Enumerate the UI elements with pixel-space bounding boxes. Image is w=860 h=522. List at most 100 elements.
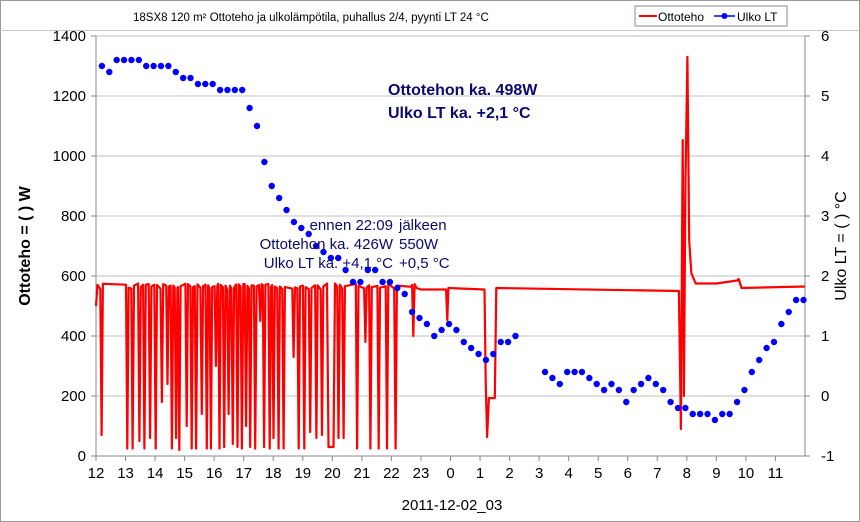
temp-point [712, 417, 718, 423]
temp-point [601, 387, 607, 393]
temp-point [756, 357, 762, 363]
chart: 18SX8 120 m² Ottoteho ja ulkolämpötila, … [0, 0, 860, 522]
temp-point [475, 351, 481, 357]
temp-point [749, 369, 755, 375]
y-right-tick-label: 4 [821, 148, 829, 165]
temp-point [387, 279, 393, 285]
temp-point [143, 63, 149, 69]
y-axis-left-title: Ottoteho = ( ) W [17, 185, 34, 305]
temp-point [232, 87, 238, 93]
temp-point [202, 81, 208, 87]
x-tick-label: 22 [383, 465, 400, 482]
temp-point [549, 375, 555, 381]
temp-point [416, 315, 422, 321]
annotation-after-head: jälkeen [398, 217, 447, 234]
y-right-tick-label: 1 [821, 328, 829, 345]
temp-point [697, 411, 703, 417]
temp-point [726, 411, 732, 417]
temp-point [446, 321, 452, 327]
temp-point [557, 381, 563, 387]
y-tick-label: 1000 [53, 148, 86, 165]
temp-point [283, 207, 289, 213]
annotation-before-temp: Ulko LT ka. +4,1 °C [264, 255, 393, 272]
x-tick-label: 5 [594, 465, 602, 482]
y-right-tick-label: 2 [821, 268, 829, 285]
temp-point [778, 321, 784, 327]
y-right-tick-label: -1 [821, 448, 834, 465]
temp-point [667, 399, 673, 405]
x-axis-title: 2011-12-02_03 [402, 497, 503, 514]
temp-point [786, 309, 792, 315]
x-tick-label: 7 [653, 465, 661, 482]
temp-point [505, 339, 511, 345]
temp-point [217, 87, 223, 93]
temp-point [512, 333, 518, 339]
temp-point [719, 411, 725, 417]
temp-point [195, 81, 201, 87]
y-tick-label: 0 [78, 448, 86, 465]
legend-power-label: Ottoteho [658, 10, 704, 24]
x-tick-label: 3 [535, 465, 543, 482]
y-right-tick-label: 0 [821, 388, 829, 405]
annotation-avg-temp: Ulko LT ka. +2,1 °C [388, 105, 531, 122]
temp-point [571, 369, 577, 375]
temp-point [165, 63, 171, 69]
temp-point [357, 279, 363, 285]
legend-temp-label: Ulko LT [737, 10, 778, 24]
temp-point [402, 291, 408, 297]
temp-point [763, 345, 769, 351]
y-right-tick-label: 6 [821, 28, 829, 45]
x-tick-label: 2 [505, 465, 513, 482]
annotation-after-temp: +0,5 °C [399, 255, 450, 272]
x-tick-label: 18 [265, 465, 282, 482]
temp-point [660, 387, 666, 393]
temp-point [409, 309, 415, 315]
temp-point [128, 57, 134, 63]
temp-point [734, 399, 740, 405]
temp-point [653, 381, 659, 387]
temp-point [704, 411, 710, 417]
x-tick-label: 20 [324, 465, 341, 482]
x-tick-label: 4 [564, 465, 572, 482]
y-right-tick-label: 5 [821, 88, 829, 105]
x-tick-label: 12 [88, 465, 105, 482]
temp-point [675, 405, 681, 411]
temp-point [254, 123, 260, 129]
temp-point [350, 279, 356, 285]
temp-point [150, 63, 156, 69]
temp-point [490, 351, 496, 357]
chart-title: 18SX8 120 m² Ottoteho ja ulkolämpötila, … [133, 12, 489, 24]
temp-point [431, 333, 437, 339]
temp-point [468, 345, 474, 351]
temp-point [793, 297, 799, 303]
temp-point [630, 387, 636, 393]
x-tick-label: 17 [235, 465, 252, 482]
temp-point [173, 69, 179, 75]
x-tick-label: 8 [683, 465, 691, 482]
temp-point [394, 285, 400, 291]
x-tick-label: 19 [294, 465, 311, 482]
temp-point [106, 69, 112, 75]
x-tick-label: 23 [413, 465, 430, 482]
x-tick-label: 6 [624, 465, 632, 482]
temp-point [461, 339, 467, 345]
temp-point [608, 381, 614, 387]
annotation-after-power: 550W [399, 236, 439, 253]
temp-point [121, 57, 127, 63]
temp-point [741, 387, 747, 393]
temp-point [771, 339, 777, 345]
temp-point [379, 279, 385, 285]
temp-point [800, 297, 806, 303]
temp-point [276, 195, 282, 201]
temp-point [424, 321, 430, 327]
y-tick-label: 1200 [53, 88, 86, 105]
temp-point [682, 405, 688, 411]
temp-point [690, 411, 696, 417]
x-tick-label: 16 [206, 465, 223, 482]
temp-point [638, 381, 644, 387]
legend-temp-marker [722, 13, 728, 19]
temp-point [564, 369, 570, 375]
temp-point [453, 327, 459, 333]
temp-point [113, 57, 119, 63]
annotation-before-power: Ottotehon ka. 426W [260, 236, 394, 253]
